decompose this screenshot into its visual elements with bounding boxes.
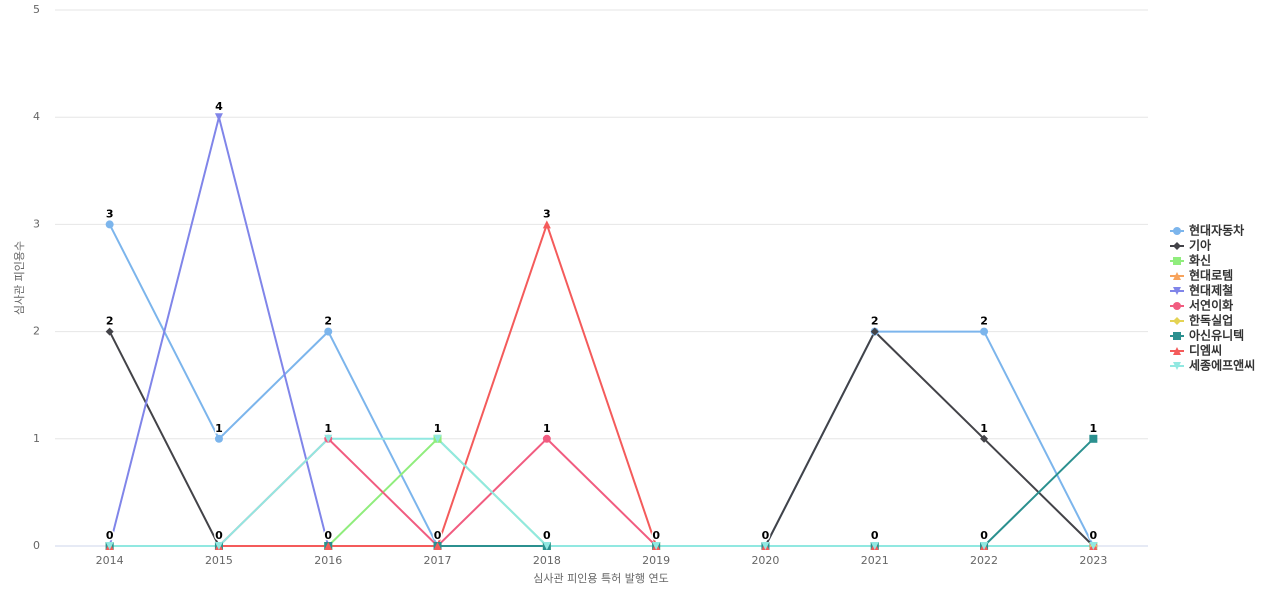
x-tick-label: 2023 [1079,554,1107,567]
legend-label: 현대로템 [1189,268,1233,283]
y-tick-label: 3 [33,217,40,230]
y-tick-label: 1 [33,432,40,445]
y-axis-title: 심사관 피인용수 [13,241,26,315]
series-line [109,221,1094,547]
x-tick-label: 2014 [96,554,124,567]
point [433,542,442,550]
point [214,434,223,443]
data-label: 3 [543,207,551,220]
point [761,542,770,550]
legend-label: 서연이화 [1189,298,1233,313]
data-label: 0 [543,529,551,542]
data-label: 2 [871,315,879,328]
point [105,327,114,336]
series-line [109,437,1094,547]
legend-marker [1173,317,1181,325]
data-label: 0 [434,529,442,542]
point [214,113,223,122]
point [105,220,114,229]
y-tick-label: 0 [33,539,40,552]
legend-label: 한독실업 [1189,313,1233,328]
point [870,327,879,336]
point [542,220,551,229]
data-label: 1 [980,422,988,435]
y-tick-label: 2 [33,325,40,338]
point [1089,434,1098,443]
legend-marker [1173,257,1181,265]
x-tick-label: 2019 [642,554,670,567]
x-tick-label: 2021 [861,554,889,567]
point [870,542,879,550]
point [214,542,223,550]
legend-label: 현대제철 [1189,283,1233,298]
legend-label: 화신 [1189,253,1211,268]
data-label: 1 [543,422,551,435]
legend-marker [1173,227,1181,235]
legend-marker [1173,362,1181,370]
data-label: 0 [652,529,660,542]
legend-label: 디엠씨 [1189,343,1222,358]
data-label: 4 [215,100,223,113]
y-tick-label: 4 [33,110,40,123]
point [980,327,989,336]
point [1089,542,1098,550]
point [542,434,551,443]
point [324,434,333,443]
point [542,542,551,550]
point [980,542,989,550]
data-label: 0 [106,529,114,542]
data-label: 0 [324,529,332,542]
point [980,434,989,443]
legend-label: 아신유니텍 [1189,328,1244,343]
data-label: 2 [980,315,988,328]
data-label: 1 [215,422,223,435]
legend-label: 현대자동차 [1189,223,1244,238]
x-tick-label: 2018 [533,554,561,567]
point [652,542,661,550]
data-label: 0 [762,529,770,542]
x-tick-label: 2022 [970,554,998,567]
data-label: 1 [434,422,442,435]
x-tick-label: 2017 [424,554,452,567]
data-label: 0 [980,529,988,542]
legend-label: 기아 [1189,238,1211,253]
data-label: 0 [1090,529,1098,542]
point [433,434,442,443]
legend-marker [1173,302,1181,310]
data-label: 1 [1090,422,1098,435]
legend-label: 세종에프앤씨 [1189,358,1255,373]
point [324,542,333,550]
data-label: 0 [215,529,223,542]
legend-marker [1173,347,1181,355]
legend-marker [1173,332,1181,340]
series-line [109,437,1094,548]
legend-marker [1173,287,1181,295]
data-label: 0 [871,529,879,542]
data-label: 2 [324,315,332,328]
legend-marker [1173,272,1181,280]
x-axis-title: 심사관 피인용 특허 발행 연도 [533,572,668,585]
x-tick-label: 2015 [205,554,233,567]
data-label: 3 [106,207,114,220]
x-tick-label: 2020 [751,554,779,567]
point [105,542,114,550]
point [324,327,333,336]
data-label: 2 [106,315,114,328]
data-label: 1 [324,422,332,435]
legend-marker [1173,242,1181,250]
x-tick-label: 2016 [314,554,342,567]
y-tick-label: 5 [33,3,40,16]
